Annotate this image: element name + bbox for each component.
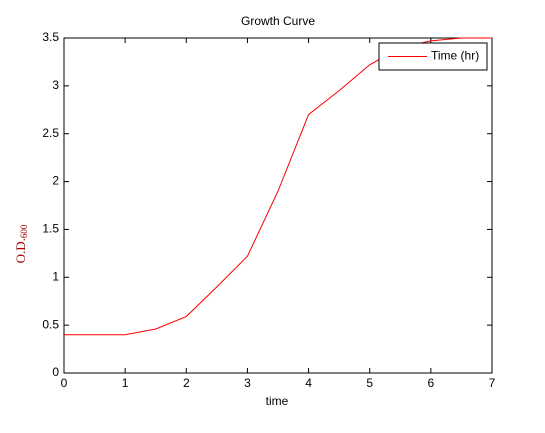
plot-frame bbox=[63, 37, 493, 374]
y-tick-label: 3.5 bbox=[42, 30, 59, 44]
legend-label: Time (hr) bbox=[431, 49, 479, 63]
x-tick-label: 0 bbox=[61, 376, 68, 390]
data-line bbox=[64, 37, 492, 336]
y-tick-label: 2.5 bbox=[42, 126, 59, 140]
chart-title: Growth Curve bbox=[241, 14, 315, 28]
y-axis-label-subscript: 600 bbox=[19, 224, 29, 238]
x-tick-label: 3 bbox=[244, 376, 251, 390]
x-tick-label: 7 bbox=[489, 376, 496, 390]
x-tick-label: 1 bbox=[122, 376, 129, 390]
y-tick-label: 2 bbox=[52, 174, 59, 188]
x-tick-label: 6 bbox=[428, 376, 435, 390]
y-tick-label: 3 bbox=[52, 78, 59, 92]
x-axis-label: time bbox=[266, 394, 289, 408]
y-tick-label: 0.5 bbox=[42, 317, 59, 331]
y-axis-label: O.D.600 bbox=[13, 224, 29, 263]
x-tick-label: 4 bbox=[305, 376, 312, 390]
y-tick-label: 1 bbox=[52, 269, 59, 283]
x-tick-label: 5 bbox=[366, 376, 373, 390]
y-axis-label-main: O.D. bbox=[13, 238, 28, 263]
y-tick-label: 0 bbox=[52, 365, 59, 379]
x-tick-label: 2 bbox=[183, 376, 190, 390]
y-tick-label: 1.5 bbox=[42, 222, 59, 236]
